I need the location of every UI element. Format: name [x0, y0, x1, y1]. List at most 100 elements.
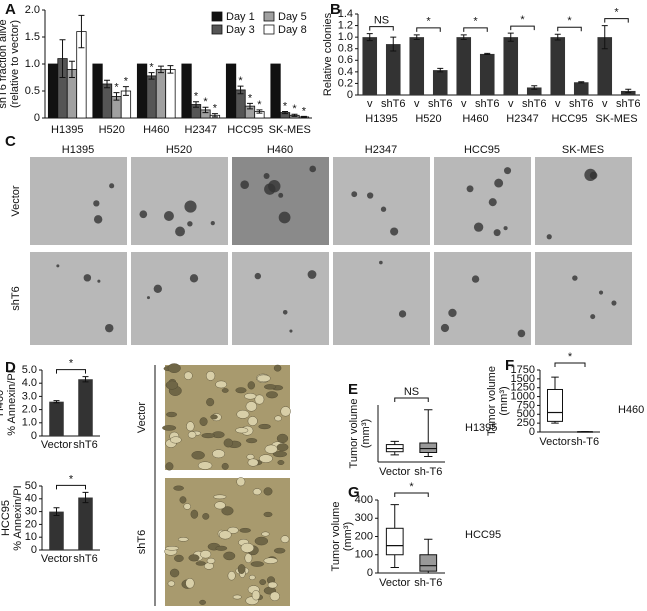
- cell: [273, 364, 282, 372]
- cell: [254, 536, 269, 546]
- whisker: [424, 538, 433, 555]
- cell: [167, 580, 176, 587]
- y-tick-label: 0.2: [338, 77, 353, 89]
- error-bar: [122, 86, 129, 96]
- y-tick-label: 2.0: [25, 4, 40, 16]
- y-axis-label: HCC95: [0, 500, 12, 536]
- error-bar: [437, 67, 444, 73]
- cell: [201, 433, 215, 439]
- y-axis-label: % Annexin/PI: [6, 370, 18, 435]
- column-label: SK-MES: [562, 144, 604, 156]
- y-axis-label: shT6 fraction alive: [0, 19, 9, 108]
- colony: [380, 206, 387, 212]
- cell: [269, 591, 280, 602]
- error-bar: [291, 113, 298, 117]
- bar: [47, 63, 59, 119]
- cell: [162, 425, 177, 431]
- significance-label: *: [213, 103, 218, 115]
- x-tick-label: shT6: [569, 98, 593, 110]
- cell: [206, 370, 216, 381]
- error-bar: [366, 33, 373, 42]
- row-label: shT6: [10, 286, 22, 310]
- cell: [186, 421, 195, 432]
- photo: [434, 252, 531, 345]
- photo: [30, 157, 127, 245]
- significance-label: *: [292, 103, 297, 115]
- significance-bracket: [604, 18, 629, 23]
- whisker: [424, 409, 433, 443]
- panel-letter: C: [5, 133, 16, 150]
- error-bar: [237, 85, 244, 95]
- photo: [30, 252, 127, 345]
- cell: [263, 557, 278, 564]
- colony: [503, 226, 508, 231]
- y-tick-label: 1750: [511, 364, 535, 376]
- x-tick-label: sh-T6: [571, 436, 599, 448]
- colony: [210, 221, 215, 226]
- colony: [309, 165, 317, 173]
- bar: [181, 63, 192, 119]
- colony: [493, 229, 501, 237]
- significance-bracket: [510, 25, 535, 31]
- group-label: H460: [462, 113, 488, 125]
- error-bar: [460, 34, 467, 40]
- colony: [282, 310, 288, 315]
- photo: [232, 157, 329, 245]
- colony: [263, 172, 270, 179]
- cell: [245, 401, 257, 412]
- y-tick-label: 3.0: [22, 390, 37, 402]
- y-axis-label: (relative to vector): [9, 20, 21, 108]
- bar: [146, 75, 157, 119]
- box: [419, 554, 438, 572]
- y-tick-label: 50: [25, 480, 37, 492]
- cell: [264, 444, 278, 454]
- x-tick-label: v: [555, 98, 561, 110]
- error-bar: [211, 113, 218, 118]
- error-bar: [157, 65, 164, 74]
- bar: [136, 63, 148, 119]
- cell: [200, 550, 212, 559]
- legend-swatch: [211, 24, 223, 35]
- bar: [432, 70, 448, 95]
- x-tick-label: v: [602, 98, 608, 110]
- cell: [248, 574, 256, 581]
- photo-background: [333, 157, 430, 245]
- legend-swatch: [211, 11, 223, 22]
- micrograph-background: [165, 365, 290, 470]
- y-tick-label: 1.2: [338, 19, 353, 31]
- colony: [93, 200, 100, 207]
- panel-letter: A: [5, 1, 16, 18]
- cell: [258, 423, 271, 430]
- cell: [263, 511, 273, 518]
- bar: [573, 82, 589, 95]
- cell: [252, 488, 262, 496]
- bar: [503, 37, 519, 95]
- legend-swatch: [263, 11, 275, 22]
- cell: [179, 496, 187, 504]
- column-label: H460: [267, 144, 293, 156]
- colony: [598, 290, 604, 295]
- colony: [97, 279, 101, 283]
- cell: [190, 509, 199, 519]
- panel-letter: B: [330, 1, 341, 18]
- x-tick-label: Vector: [539, 436, 571, 448]
- cell: [254, 394, 265, 405]
- cell: [184, 371, 193, 380]
- cell: [221, 506, 234, 516]
- cell: [280, 535, 290, 543]
- cell-line-label: HCC95: [465, 529, 501, 541]
- y-tick-label: 0.5: [25, 85, 40, 97]
- significance-label: *: [614, 6, 619, 18]
- x-tick-label: sh-T6: [414, 466, 442, 478]
- cell: [202, 513, 210, 520]
- y-tick-label: 1.0: [22, 417, 37, 429]
- x-tick-label: HCC95: [227, 124, 263, 136]
- error-bar: [413, 34, 420, 40]
- cell: [199, 599, 206, 605]
- y-tick-label: 1.4: [338, 8, 353, 20]
- colony: [390, 227, 399, 236]
- cell: [236, 409, 250, 419]
- x-tick-label: shT6: [381, 98, 405, 110]
- error-bar: [625, 88, 632, 94]
- error-bar: [167, 65, 174, 74]
